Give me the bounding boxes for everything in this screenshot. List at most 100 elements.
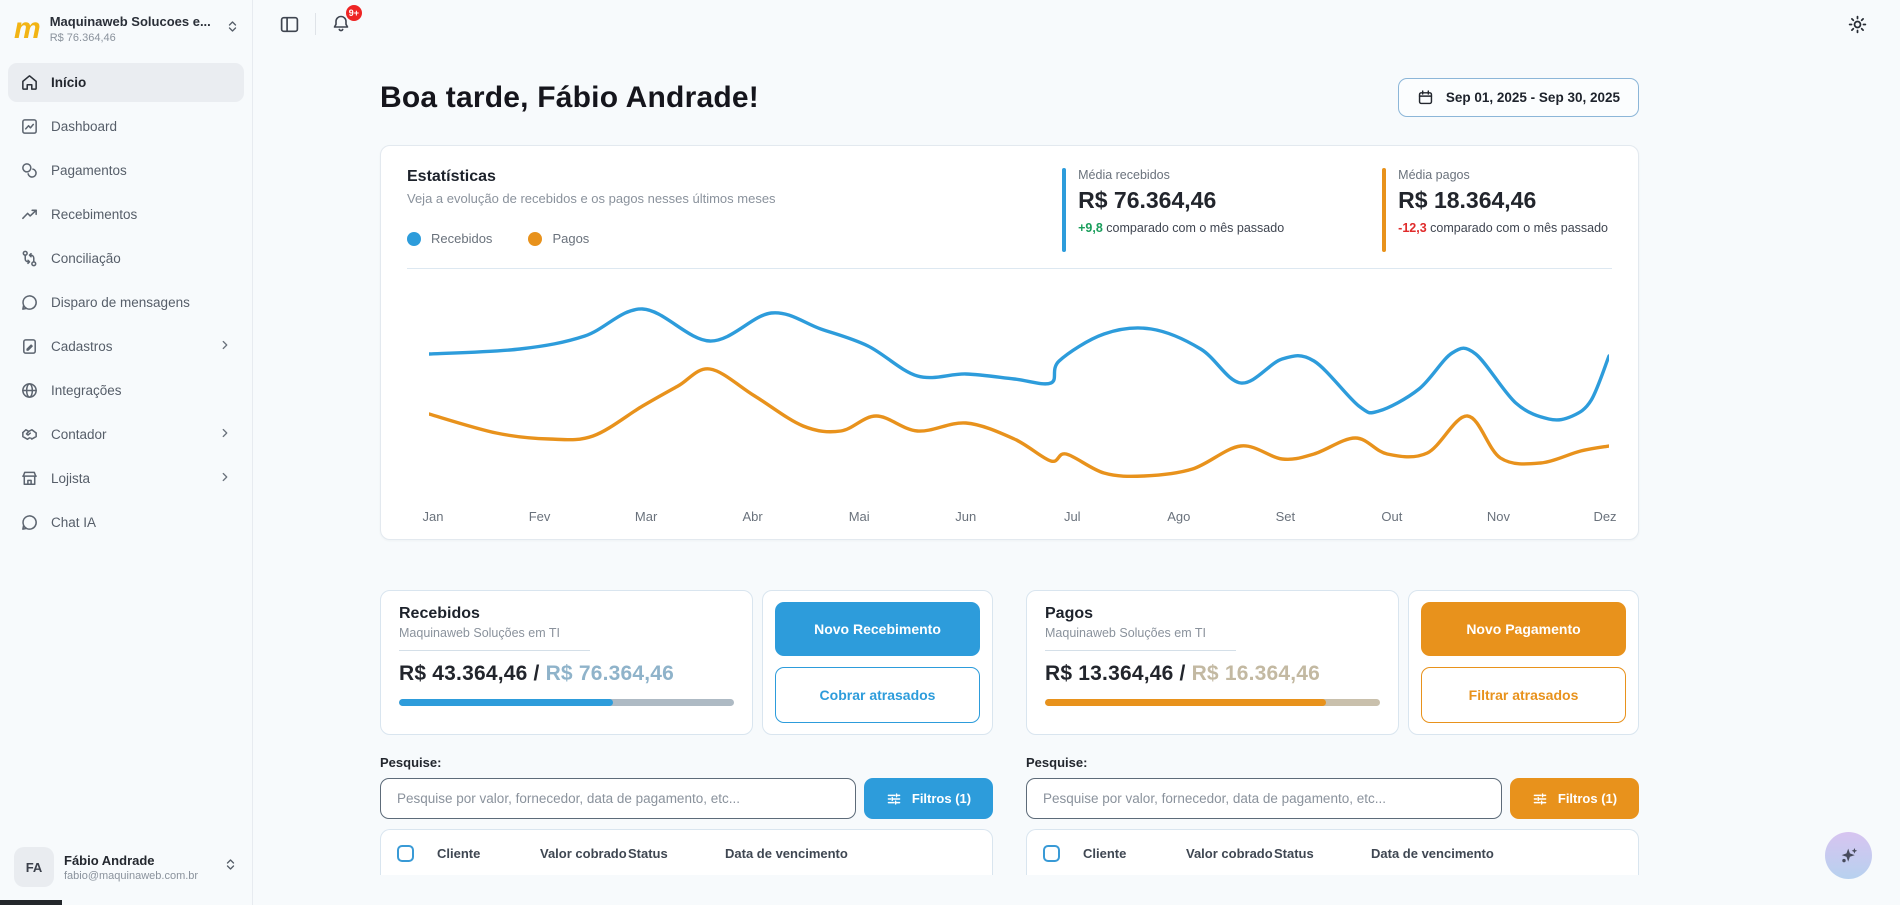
chevron-right-icon [218, 338, 232, 355]
chevron-right-icon [218, 426, 232, 443]
axis-label-out: Out [1381, 509, 1403, 524]
calendar-icon [1418, 90, 1433, 105]
pagos-actions-card: Novo Pagamento Filtrar atrasados [1408, 590, 1639, 735]
axis-label-mar: Mar [634, 509, 658, 524]
pagos-section: Pagos Maquinaweb Soluções em TI R$ 13.36… [1026, 590, 1639, 875]
message-circle-icon [22, 294, 37, 310]
chart-canvas [429, 307, 1609, 479]
search-label: Pesquise: [380, 755, 442, 770]
store-icon [22, 471, 37, 485]
sidebar-item-chat-ia[interactable]: Chat IA [8, 503, 244, 542]
column-header-status[interactable]: Status [1274, 845, 1314, 861]
recebidos-search-input[interactable] [380, 778, 856, 819]
sidebar-item-conciliacao[interactable]: Conciliação [8, 239, 244, 278]
recebidos-summary-card: Recebidos Maquinaweb Soluções em TI R$ 4… [380, 590, 753, 735]
axis-label-abr: Abr [742, 509, 763, 524]
column-header-valor-cobrado[interactable]: Valor cobrado [540, 845, 627, 861]
recebidos-progress-track [399, 699, 734, 706]
recebidos-progress-fill [399, 699, 614, 706]
pagos-progress-track [1045, 699, 1380, 706]
workspace-balance: R$ 76.364,46 [49, 31, 116, 44]
metric-media-pagos: Média pagos R$ 18.364,46 -12,3 comparado… [1382, 168, 1608, 252]
sidebar-item-pagamentos[interactable]: Pagamentos [8, 151, 244, 190]
workspace-name: Maquinaweb Solucoes e... [49, 14, 211, 29]
metric-delta-value: +9,8 [1078, 221, 1103, 235]
date-range-button[interactable]: Sep 01, 2025 - Sep 30, 2025 [1397, 78, 1639, 117]
axis-label-mai: Mai [848, 509, 870, 524]
pagos-progress-fill [1045, 699, 1327, 706]
metric-accent-bar [1382, 168, 1387, 252]
sidebar-item-inicio[interactable]: Início [8, 62, 244, 102]
recebidos-table: Cliente Valor cobrado Status Data de ven… [380, 829, 993, 875]
cobrar-atrasados-button[interactable]: Cobrar atrasados [775, 667, 980, 723]
axis-label-set: Set [1275, 509, 1296, 524]
chart-line-recebidos [429, 307, 1609, 422]
column-header-status[interactable]: Status [628, 845, 668, 861]
recebidos-section: Recebidos Maquinaweb Soluções em TI R$ 4… [380, 590, 993, 875]
total-amount: R$ 16.364,46 [1191, 662, 1321, 685]
legend-item-recebidos[interactable]: Recebidos [407, 231, 492, 246]
statistics-card: Estatísticas Veja a evolução de recebido… [380, 145, 1639, 540]
sidebar-item-recebimentos[interactable]: Recebimentos [8, 195, 244, 234]
column-header-data-de-vencimento[interactable]: Data de vencimento [725, 845, 848, 861]
select-all-checkbox[interactable] [1043, 844, 1060, 862]
pagos-table: Cliente Valor cobrado Status Data de ven… [1026, 829, 1639, 875]
column-header-data-de-vencimento[interactable]: Data de vencimento [1371, 845, 1494, 861]
topbar-divider [315, 13, 316, 35]
user-menu[interactable]: FA Fábio Andrade fabio@maquinaweb.com.br [0, 835, 252, 905]
workspace-switcher[interactable]: m Maquinaweb Solucoes e... R$ 76.364,46 [0, 0, 252, 53]
recebidos-amounts: R$ 43.364,46/R$ 76.364,46 [399, 662, 675, 685]
legend-dot-pagos [528, 231, 543, 246]
column-header-cliente[interactable]: Cliente [437, 845, 481, 861]
trending-up-icon [22, 209, 37, 219]
sidebar-item-dashboard[interactable]: Dashboard [8, 107, 244, 146]
recebidos-filters-button[interactable]: Filtros (1) [864, 778, 993, 819]
sliders-icon [1533, 792, 1547, 805]
sun-icon [1848, 15, 1867, 33]
axis-label-dez: Dez [1593, 509, 1617, 524]
home-icon [22, 74, 37, 90]
novo-recebimento-button[interactable]: Novo Recebimento [775, 602, 980, 656]
sidebar-item-disparo-de-mensagens[interactable]: Disparo de mensagens [8, 283, 244, 322]
notifications-button[interactable]: 9+ [329, 5, 362, 36]
chevrons-up-down-icon [223, 857, 238, 877]
chevron-right-icon [218, 470, 232, 487]
column-header-cliente[interactable]: Cliente [1083, 845, 1127, 861]
ai-assistant-fab[interactable] [1825, 832, 1872, 879]
column-header-valor-cobrado[interactable]: Valor cobrado [1186, 845, 1273, 861]
window-edge [0, 900, 62, 905]
axis-label-nov: Nov [1486, 509, 1511, 524]
filtrar-atrasados-button[interactable]: Filtrar atrasados [1421, 667, 1626, 723]
main-area: 9+ Boa tarde, Fábio Andrade! Sep 01, 202… [253, 0, 1900, 905]
sidebar: m Maquinaweb Solucoes e... R$ 76.364,46 … [0, 0, 253, 905]
statistics-title: Estatísticas [407, 168, 496, 185]
select-all-checkbox[interactable] [397, 844, 414, 862]
axis-label-fev: Fev [528, 509, 551, 524]
globe-icon [22, 382, 37, 398]
bell-icon [333, 15, 349, 32]
metric-delta-value: -12,3 [1398, 221, 1427, 235]
chart-line-pagos [429, 367, 1609, 479]
axis-label-ago: Ago [1167, 509, 1191, 524]
search-label: Pesquise: [1026, 755, 1088, 770]
panel-left-icon [280, 16, 299, 32]
sidebar-item-integracoes[interactable]: Integrações [8, 371, 244, 410]
pagos-search-input[interactable] [1026, 778, 1502, 819]
user-name: Fábio Andrade [64, 852, 155, 868]
pagos-filters-button[interactable]: Filtros (1) [1510, 778, 1639, 819]
notification-badge: 9+ [345, 5, 362, 21]
sidebar-item-contador[interactable]: Contador [8, 415, 244, 454]
legend-item-pagos[interactable]: Pagos [528, 231, 589, 246]
sidebar-item-cadastros[interactable]: Cadastros [8, 327, 244, 366]
axis-label-jul: Jul [1063, 509, 1081, 524]
sparkles-icon [1841, 847, 1857, 862]
sidebar-item-lojista[interactable]: Lojista [8, 459, 244, 498]
recebidos-actions-card: Novo Recebimento Cobrar atrasados [762, 590, 993, 735]
novo-pagamento-button[interactable]: Novo Pagamento [1421, 602, 1626, 656]
legend-dot-recebidos [407, 231, 421, 246]
pagos-summary-card: Pagos Maquinaweb Soluções em TI R$ 13.36… [1026, 590, 1399, 735]
theme-toggle-button[interactable] [1845, 12, 1870, 37]
sidebar-toggle-button[interactable] [277, 12, 302, 37]
topbar: 9+ [253, 0, 1900, 48]
